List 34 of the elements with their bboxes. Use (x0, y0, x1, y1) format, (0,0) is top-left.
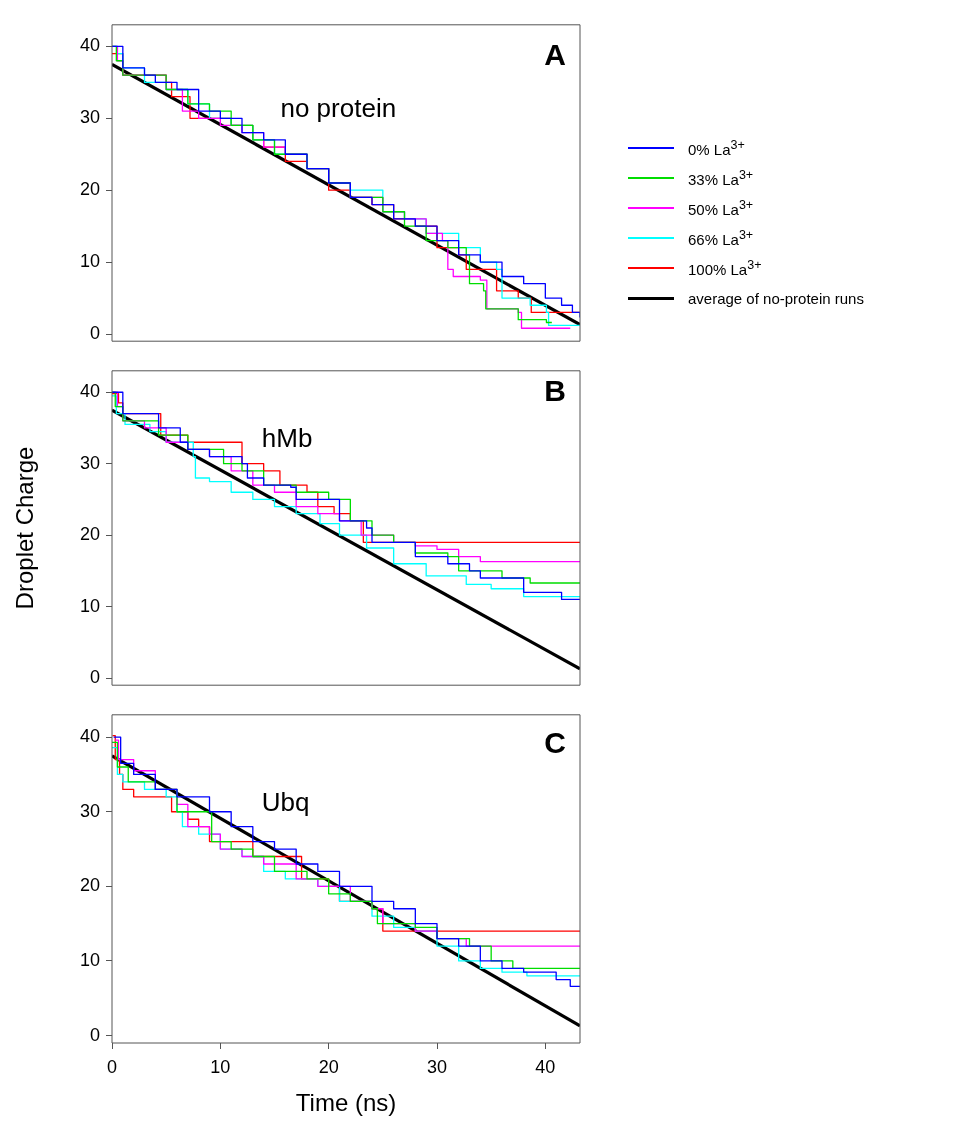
x-tick-label: 0 (106, 1056, 118, 1077)
x-axis-title: Time (ns) (295, 1089, 397, 1117)
legend-label: average of no-protein runs (688, 289, 864, 307)
y-axis-title: Droplet Charge (11, 446, 39, 610)
y-tick-label: 30 (79, 107, 100, 128)
y-tick-label: 30 (79, 800, 100, 821)
legend-label: 100% La$^{3+}$ (688, 258, 762, 278)
legend-label: 50% La$^{3+}$ (688, 198, 754, 218)
legend-label: 33% La$^{3+}$ (688, 168, 754, 188)
x-tick-label: 20 (318, 1056, 339, 1077)
legend-label: 66% La$^{3+}$ (688, 228, 754, 248)
y-tick-label: 40 (79, 35, 100, 56)
annotation: hMb (261, 423, 313, 454)
annotation: A (544, 37, 566, 71)
y-tick-label: 10 (79, 949, 100, 970)
y-tick-label: 30 (79, 452, 100, 473)
y-tick-label: 20 (79, 875, 100, 896)
x-tick-label: 30 (426, 1056, 448, 1077)
y-tick-label: 20 (79, 179, 100, 200)
x-tick-label: 40 (535, 1056, 556, 1077)
x-tick-label: 10 (210, 1056, 231, 1077)
y-tick-label: 0 (89, 667, 100, 688)
legend-label: 0% La$^{3+}$ (688, 138, 745, 158)
y-tick-label: 0 (89, 322, 100, 343)
y-tick-label: 10 (79, 251, 100, 272)
y-tick-label: 40 (79, 381, 100, 402)
y-tick-label: 20 (79, 524, 100, 545)
annotation: B (544, 374, 566, 408)
annotation: C (544, 725, 566, 759)
annotation: no protein (280, 93, 397, 124)
y-tick-label: 40 (79, 726, 100, 747)
annotation: Ubq (261, 786, 310, 817)
y-tick-label: 0 (89, 1024, 100, 1045)
y-tick-label: 10 (79, 595, 100, 616)
